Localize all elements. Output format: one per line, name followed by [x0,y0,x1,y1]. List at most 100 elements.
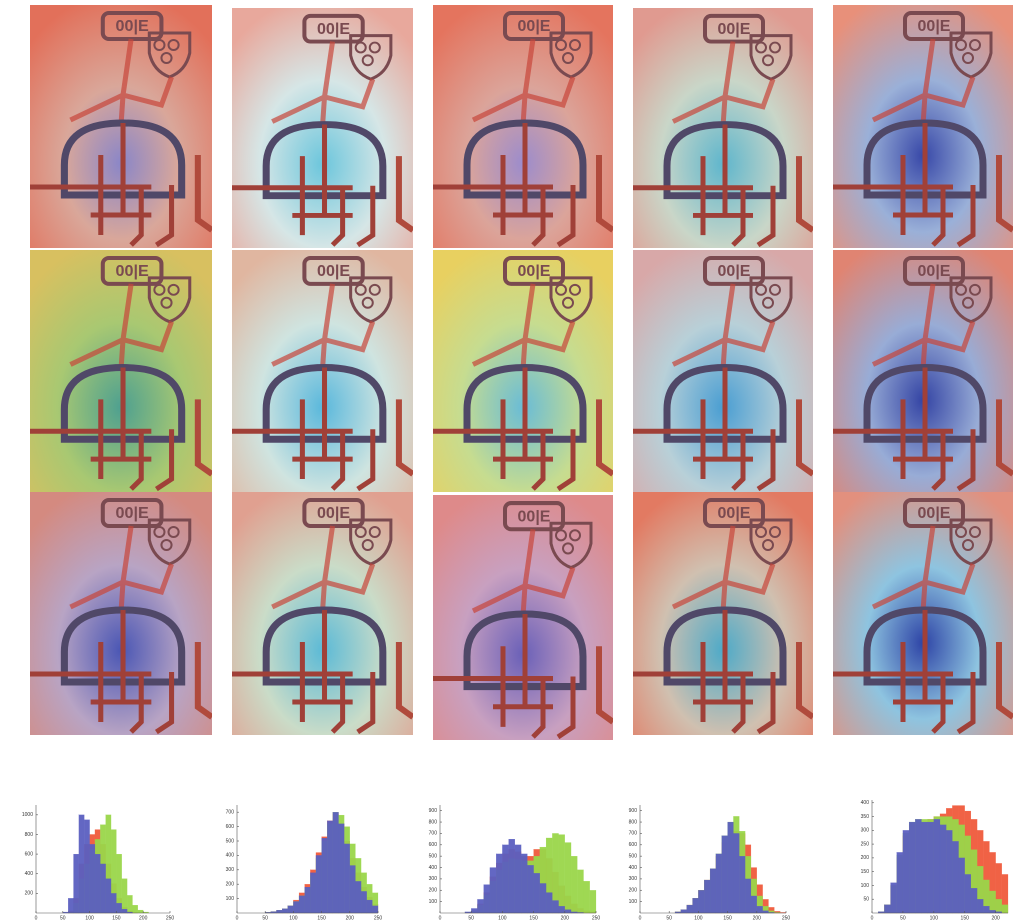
histogram-bar [680,909,687,914]
histogram-chart: 0 50 100 150 200 250 100 200 300 400 500 600 700 800 9… [429,805,601,921]
y-tick-label: 700 [629,831,638,837]
histogram-bar [127,895,133,914]
histogram-bar [372,905,379,914]
x-tick-label: 100 [289,915,298,921]
histogram-bar [589,890,597,914]
histogram-bar [896,852,904,914]
photo [833,5,1013,248]
y-tick-label: 300 [429,876,438,882]
histogram-bar [983,906,990,914]
x-tick-label: 0 [639,915,642,921]
x-tick-label: 200 [753,915,762,921]
histogram-bar [310,872,317,914]
histogram-bar [976,899,984,914]
photo [30,5,212,248]
photo [232,250,413,492]
y-tick-label: 100 [226,896,235,902]
x-tick-label: 0 [871,915,874,921]
x-tick-label: 50 [468,915,474,921]
histogram-bar [756,906,763,914]
histogram-bar [366,899,373,914]
histogram-chart: 0 50 100 150 200 250 100 200 300 400 500 600 700 800 9… [629,805,790,921]
histogram-bar [73,853,79,914]
y-tick-label: 300 [629,876,638,882]
histogram-bar [338,823,345,914]
photo [633,250,813,492]
y-tick-label: 400 [629,865,638,871]
histogram-bar [489,867,497,914]
histogram-bar [121,878,128,914]
histogram-chart: 0 50 100 150 200 250 200 400 600 800 1000 [22,805,175,921]
histogram-bar [84,819,90,914]
x-tick-label: 0 [236,915,239,921]
histogram-bar [727,821,734,914]
y-tick-label: 900 [629,808,638,814]
x-tick-label: 150 [961,915,970,921]
y-tick-label: 600 [429,842,438,848]
histogram-bar [933,819,941,914]
x-tick-label: 250 [592,915,601,921]
x-tick-label: 50 [60,915,66,921]
histogram-chart: 0 50 100 150 200 250 100 200 300 400 500 600 700 [226,805,383,921]
histogram-bar [360,891,367,914]
histogram-bar [558,906,565,914]
histogram-bar [282,908,288,914]
histogram-bar [332,812,339,914]
histogram-bar [739,856,746,914]
histogram-bar [908,821,916,914]
histogram-bar [508,839,515,914]
histogram-bar [558,834,565,914]
histogram-bar [514,844,522,914]
x-tick-label: 100 [85,915,94,921]
y-tick-label: 500 [629,853,638,859]
x-tick-label: 150 [723,915,732,921]
histogram-bar [721,835,728,914]
y-tick-label: 200 [861,855,870,861]
histogram-bar [276,910,283,914]
x-tick-label: 200 [346,915,355,921]
y-tick-label: 200 [429,888,438,894]
histogram-bar [132,905,138,914]
histogram-bar [116,903,122,914]
photo [433,5,613,248]
x-tick-label: 100 [694,915,703,921]
histogram-bar [502,844,509,914]
y-tick-label: 800 [629,819,638,825]
histogram-bar [355,881,362,914]
y-tick-label: 600 [629,842,638,848]
histogram-bar [583,881,590,914]
histogram-bar [477,899,484,914]
y-tick-label: 500 [429,853,438,859]
histogram-bar [287,905,294,914]
y-tick-label: 400 [226,853,235,859]
histogram-bar [94,853,101,914]
y-tick-label: 900 [429,808,438,814]
histogram-bar [890,882,897,914]
photo [30,250,212,492]
y-tick-label: 500 [226,838,235,844]
y-tick-label: 700 [226,810,235,816]
y-tick-label: 800 [429,819,438,825]
x-tick-label: 150 [112,915,121,921]
x-tick-label: 250 [374,915,383,921]
histogram-bar [527,865,534,914]
y-tick-label: 700 [429,831,438,837]
y-tick-label: 100 [861,883,870,889]
x-tick-label: 50 [900,915,906,921]
x-tick-label: 0 [35,915,38,921]
histogram-bar [762,910,769,914]
histogram-bar [709,868,717,914]
histogram-bar [946,830,953,914]
y-tick-label: 300 [226,867,235,873]
histogram-chart: 0 50 100 150 200 50 100 150 200 250 300 350 400 [861,800,1009,921]
x-tick-label: 250 [166,915,175,921]
histogram-bar [564,842,572,914]
histogram-bar [564,909,572,914]
histogram-bar [539,883,547,914]
x-tick-label: 200 [991,915,1000,921]
y-tick-label: 600 [25,851,34,857]
photo [30,492,212,735]
histogram-bar [970,888,978,914]
photo [833,250,1013,492]
